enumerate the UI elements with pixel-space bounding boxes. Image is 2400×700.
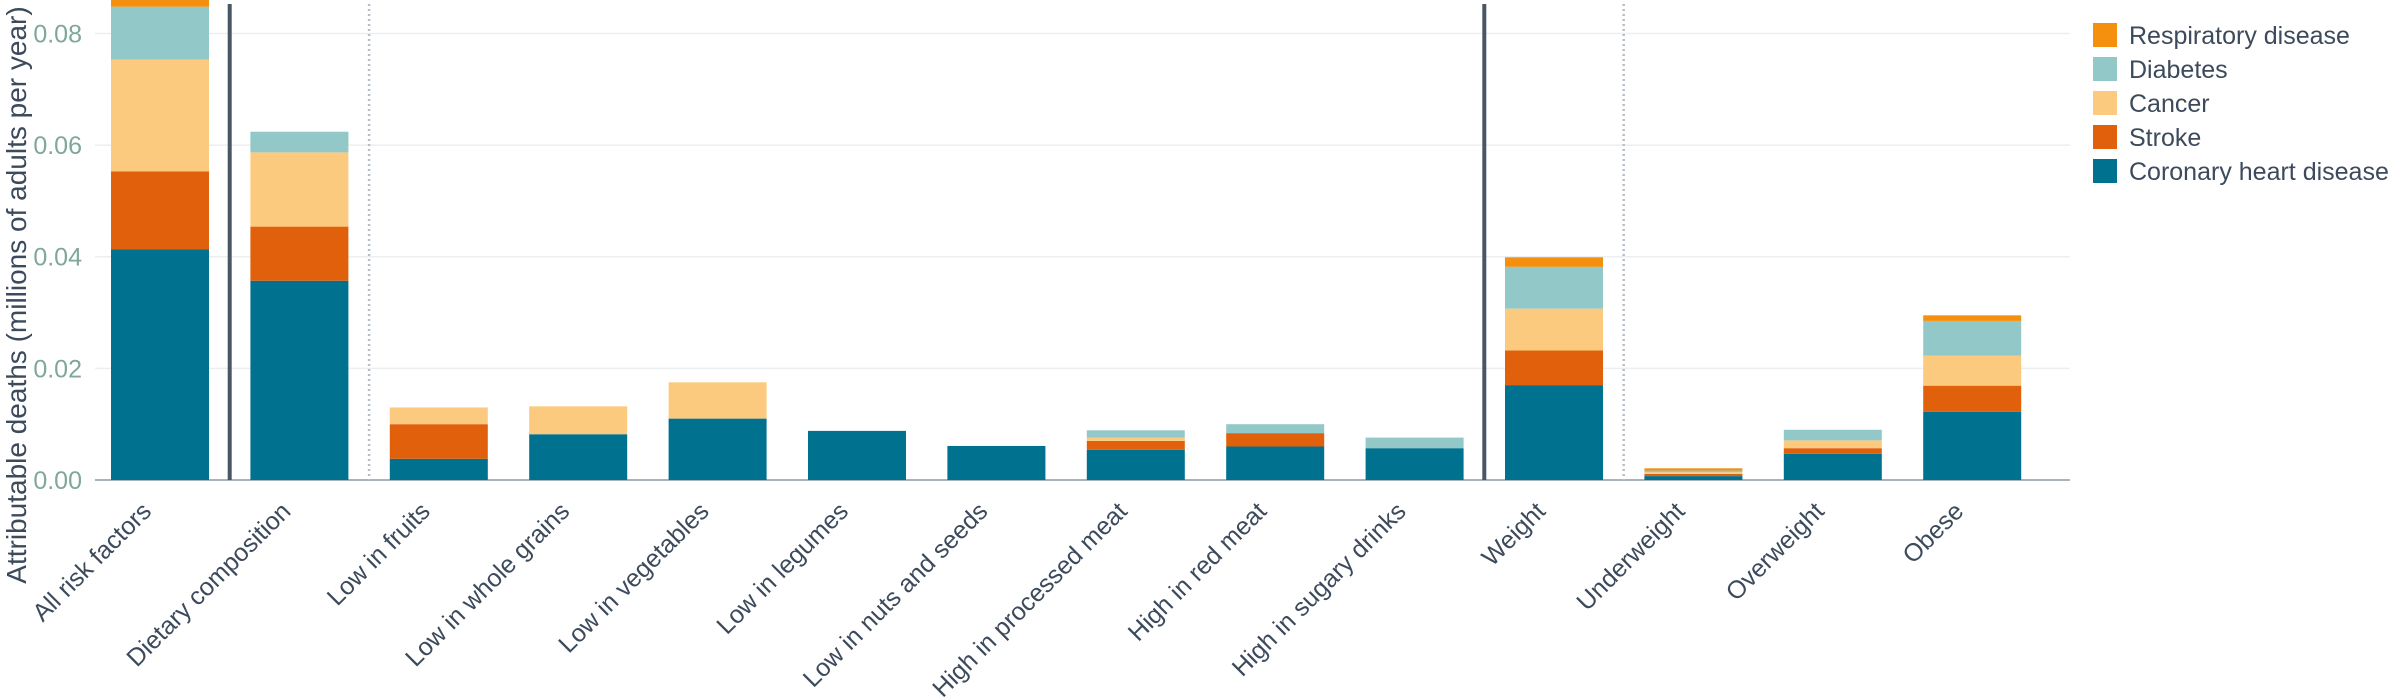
bar-11-series-1 — [1644, 473, 1743, 477]
bar-12-series-2 — [1783, 440, 1882, 449]
bar-1-series-1 — [250, 226, 349, 281]
bar-10-series-2 — [1505, 308, 1603, 351]
bar-group-2 — [389, 407, 488, 480]
bar-13-series-4 — [1923, 315, 2022, 321]
x-tick-5: Low in legumes — [711, 497, 854, 640]
bar-1-series-2 — [250, 152, 349, 227]
x-tick-0: All risk factors — [27, 497, 157, 627]
bar-12-series-0 — [1783, 453, 1882, 480]
bar-3-series-0 — [529, 434, 628, 480]
bars — [111, 0, 2022, 480]
x-tick-2: Low in fruits — [322, 497, 436, 611]
legend-label-3: Diabetes — [2129, 56, 2228, 84]
y-tick-3: 0.06 — [33, 132, 82, 160]
bar-5-series-0 — [808, 430, 906, 480]
bar-10-series-3 — [1505, 266, 1603, 309]
x-tick-13: Obese — [1897, 497, 1969, 569]
bar-7-series-3 — [1086, 430, 1185, 438]
bar-8-series-3 — [1226, 424, 1325, 434]
bar-0-series-1 — [111, 171, 209, 250]
legend-label-2: Cancer — [2129, 90, 2210, 118]
group-separators — [227, 4, 1625, 480]
x-tick-12: Overweight — [1721, 497, 1830, 606]
bar-13-series-2 — [1923, 355, 2022, 386]
y-tick-0: 0.00 — [33, 467, 82, 495]
bar-12-series-1 — [1783, 448, 1882, 454]
bar-0-series-2 — [111, 59, 209, 172]
bar-group-3 — [529, 406, 628, 480]
bar-13-series-3 — [1923, 320, 2022, 356]
bar-9-series-0 — [1365, 448, 1464, 480]
legend-swatch-4 — [2093, 23, 2117, 47]
bar-group-8 — [1226, 424, 1325, 480]
bar-11-series-3 — [1644, 470, 1743, 473]
bar-10-series-0 — [1505, 385, 1603, 480]
bar-13-series-0 — [1923, 411, 2022, 480]
bar-2-series-0 — [389, 458, 488, 480]
bar-6-series-0 — [947, 445, 1046, 480]
bar-12-series-3 — [1783, 429, 1882, 441]
legend-swatch-3 — [2093, 57, 2117, 81]
bar-2-series-2 — [389, 407, 488, 425]
bar-8-series-1 — [1226, 433, 1325, 447]
bar-10-series-1 — [1505, 350, 1603, 386]
bar-group-9 — [1365, 437, 1464, 480]
bar-group-5 — [808, 430, 906, 480]
bar-group-7 — [1086, 430, 1185, 480]
bar-group-10 — [1505, 257, 1603, 480]
y-tick-labels: 0.00 0.02 0.04 0.06 0.08 — [33, 20, 82, 495]
bar-7-series-0 — [1086, 449, 1185, 480]
legend-swatch-2 — [2093, 91, 2117, 115]
legend-label-4: Respiratory disease — [2129, 22, 2350, 50]
bar-9-series-3 — [1365, 437, 1464, 449]
bar-13-series-1 — [1923, 385, 2022, 412]
bar-3-series-2 — [529, 406, 628, 435]
bar-0-series-0 — [111, 249, 209, 480]
bar-4-series-2 — [668, 382, 767, 419]
y-tick-1: 0.02 — [33, 355, 82, 383]
bar-11-series-0 — [1644, 476, 1743, 480]
bar-1-series-3 — [250, 131, 349, 153]
bar-10-series-4 — [1505, 257, 1603, 267]
bar-group-4 — [668, 382, 767, 480]
legend-swatch-0 — [2093, 159, 2117, 183]
bar-7-series-2 — [1086, 437, 1185, 441]
bar-group-1 — [250, 131, 349, 480]
legend: Respiratory disease Diabetes Cancer Stroke C… — [2093, 22, 2389, 186]
bar-1-series-0 — [250, 280, 349, 480]
x-tick-10: Weight — [1476, 497, 1551, 572]
bar-0-series-3 — [111, 6, 209, 60]
y-tick-4: 0.08 — [33, 20, 82, 48]
bar-group-12 — [1783, 429, 1882, 480]
y-tick-2: 0.04 — [33, 244, 82, 272]
x-tick-8: High in red meat — [1123, 497, 1273, 647]
bar-group-13 — [1923, 315, 2022, 480]
bar-11-series-2 — [1644, 472, 1743, 474]
y-axis-label: Attributable deaths (millions of adults … — [1, 6, 32, 583]
legend-label-1: Stroke — [2129, 124, 2201, 152]
bar-group-6 — [947, 445, 1046, 480]
legend-label-0: Coronary heart disease — [2129, 158, 2389, 186]
x-tick-11: Underweight — [1571, 497, 1690, 616]
bar-11-series-4 — [1644, 468, 1743, 471]
legend-swatch-1 — [2093, 125, 2117, 149]
bar-8-series-0 — [1226, 446, 1325, 480]
bar-2-series-1 — [389, 424, 488, 459]
bar-group-0 — [111, 0, 209, 480]
bar-group-11 — [1644, 468, 1743, 480]
x-tick-4: Low in vegetables — [553, 497, 714, 658]
bar-0-series-4 — [111, 0, 209, 7]
bar-7-series-1 — [1086, 440, 1185, 450]
bar-4-series-0 — [668, 418, 767, 480]
